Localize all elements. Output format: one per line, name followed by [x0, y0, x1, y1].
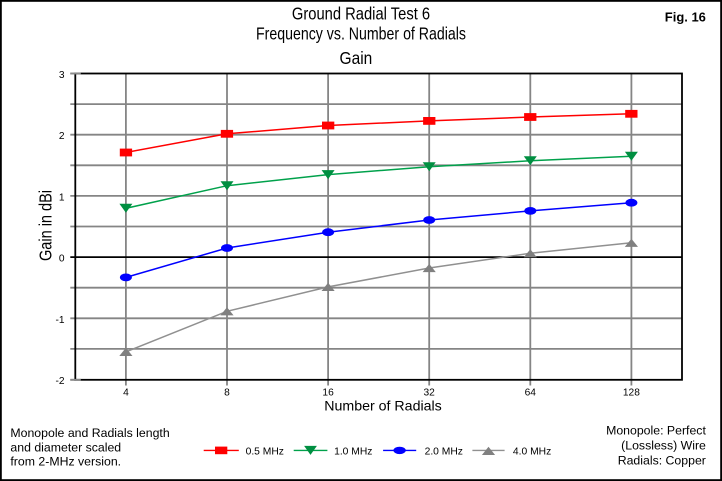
svg-text:Gain in dBi: Gain in dBi: [36, 190, 56, 261]
svg-text:(Lossless) Wire: (Lossless) Wire: [621, 439, 706, 453]
svg-text:16: 16: [322, 388, 334, 399]
svg-text:from 2-MHz version.: from 2-MHz version.: [10, 455, 121, 469]
svg-text:32: 32: [424, 388, 436, 399]
svg-text:-2: -2: [56, 376, 65, 387]
svg-text:4.0 MHz: 4.0 MHz: [513, 447, 551, 458]
svg-text:4: 4: [123, 388, 129, 399]
svg-text:Radials: Copper: Radials: Copper: [618, 454, 706, 468]
svg-text:Fig. 16: Fig. 16: [665, 10, 706, 25]
svg-text:Monopole: Perfect: Monopole: Perfect: [606, 424, 706, 438]
svg-text:Number of Radials: Number of Radials: [324, 399, 442, 414]
svg-text:Gain: Gain: [340, 48, 373, 68]
svg-text:64: 64: [525, 388, 537, 399]
svg-text:Frequency vs. Number of Radial: Frequency vs. Number of Radials: [256, 23, 466, 43]
svg-text:0.5 MHz: 0.5 MHz: [246, 447, 284, 458]
svg-text:1: 1: [59, 192, 65, 203]
svg-text:2.0 MHz: 2.0 MHz: [425, 447, 463, 458]
svg-text:1.0 MHz: 1.0 MHz: [334, 447, 372, 458]
svg-text:Ground Radial Test 6: Ground Radial Test 6: [292, 4, 430, 24]
svg-text:and diameter scaled: and diameter scaled: [10, 440, 121, 454]
svg-text:-1: -1: [56, 315, 65, 326]
svg-text:Monopole and Radials length: Monopole and Radials length: [10, 426, 169, 440]
svg-text:8: 8: [224, 388, 230, 399]
svg-text:2: 2: [59, 131, 65, 142]
svg-text:128: 128: [623, 388, 640, 399]
svg-text:3: 3: [59, 70, 65, 81]
svg-text:0: 0: [59, 254, 65, 265]
